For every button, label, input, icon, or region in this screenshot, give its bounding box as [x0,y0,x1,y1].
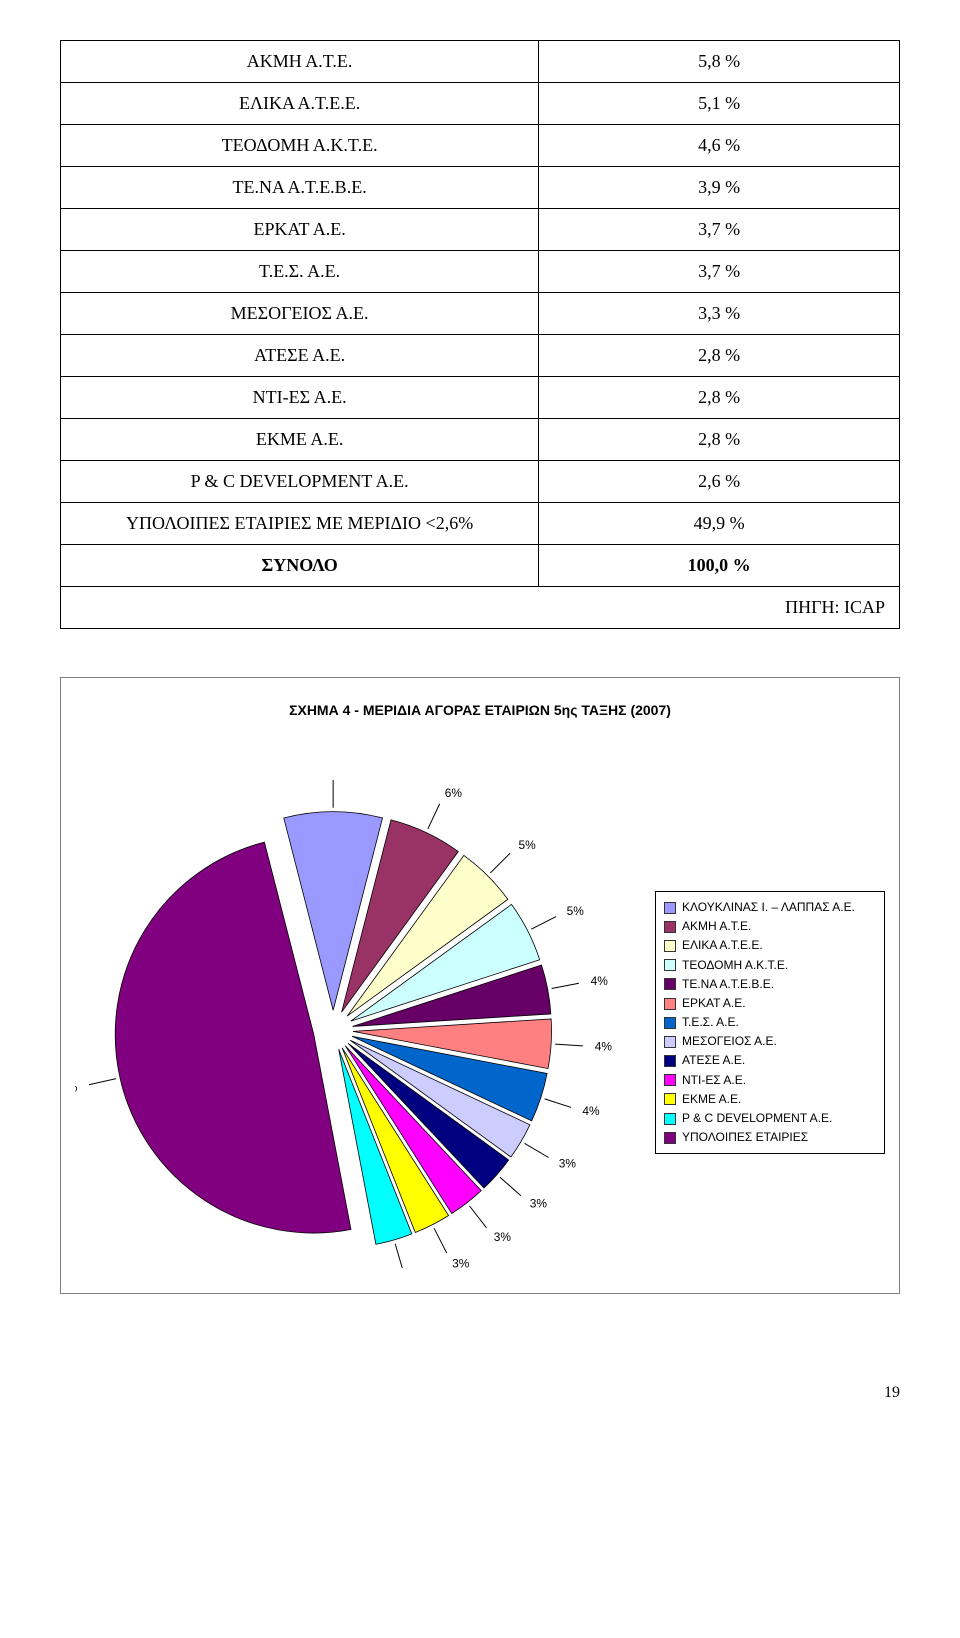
table-source-row: ΠΗΓΗ: ICAP [61,587,900,629]
legend-swatch [664,1055,676,1067]
company-name: ΝΤΙ-ΕΣ Α.Ε. [61,377,539,419]
legend-item: ΕΛΙΚΑ Α.Τ.Ε.Ε. [664,936,876,955]
legend-label: ΕΡΚΑΤ Α.Ε. [682,994,746,1013]
company-share: 3,9 % [539,167,900,209]
legend-swatch [664,978,676,990]
table-row: ΕΡΚΑΤ Α.Ε.3,7 % [61,209,900,251]
legend-label: ΑΚΜΗ Α.Τ.Ε. [682,917,751,936]
table-row: Τ.Ε.Σ. Α.Ε.3,7 % [61,251,900,293]
pie-slice-label: 5% [567,904,585,918]
pie-slice-label: 4% [591,974,609,988]
chart-legend: ΚΛΟΥΚΛΙΝΑΣ Ι. – ΛΑΠΠΑΣ Α.Ε.ΑΚΜΗ Α.Τ.Ε.ΕΛ… [655,891,885,1154]
legend-swatch [664,921,676,933]
table-source: ΠΗΓΗ: ICAP [61,587,900,629]
company-name: ΤΕ.ΝΑ Α.Τ.Ε.Β.Ε. [61,167,539,209]
legend-item: ΤΕ.ΝΑ Α.Τ.Ε.Β.Ε. [664,975,876,994]
legend-label: Τ.Ε.Σ. Α.Ε. [682,1013,739,1032]
company-share: 3,7 % [539,251,900,293]
pie-slice-label: 6% [445,786,463,800]
pie-slice-label: 5% [518,838,536,852]
company-share: 2,6 % [539,461,900,503]
table-row: ΤΕΟΔΟΜΗ Α.Κ.Τ.Ε.4,6 % [61,125,900,167]
company-name: P & C DEVELOPMENT A.E. [61,461,539,503]
table-row: ΑΚΜΗ Α.Τ.Ε.5,8 % [61,41,900,83]
legend-label: ΕΚΜΕ Α.Ε. [682,1090,741,1109]
legend-swatch [664,959,676,971]
table-row: ΕΚΜΕ Α.Ε.2,8 % [61,419,900,461]
table-row: ΤΕ.ΝΑ Α.Τ.Ε.Β.Ε.3,9 % [61,167,900,209]
legend-item: P & C DEVELOPMENT A.E. [664,1109,876,1128]
company-share: 2,8 % [539,335,900,377]
legend-item: ΥΠΟΛΟΙΠΕΣ ΕΤΑΙΡΙΕΣ [664,1128,876,1147]
company-share: 2,8 % [539,419,900,461]
legend-swatch [664,940,676,952]
legend-swatch [664,1017,676,1029]
legend-item: ΤΕΟΔΟΜΗ Α.Κ.Τ.Ε. [664,956,876,975]
legend-label: ΤΕΟΔΟΜΗ Α.Κ.Τ.Ε. [682,956,788,975]
legend-swatch [664,1074,676,1086]
table-row: ΜΕΣΟΓΕΙΟΣ Α.Ε.3,3 % [61,293,900,335]
legend-item: ΕΡΚΑΤ Α.Ε. [664,994,876,1013]
company-name: ΑΚΜΗ Α.Τ.Ε. [61,41,539,83]
pie-slice-label: 49% [75,1080,78,1094]
total-label: ΣΥΝΟΛΟ [61,545,539,587]
legend-item: ΜΕΣΟΓΕΙΟΣ Α.Ε. [664,1032,876,1051]
table-row: ΝΤΙ-ΕΣ Α.Ε.2,8 % [61,377,900,419]
company-name: ΕΛΙΚΑ Α.Τ.Ε.Ε. [61,83,539,125]
table-row: ΥΠΟΛΟΙΠΕΣ ΕΤΑΙΡΙΕΣ ΜΕ ΜΕΡΙΔΙΟ <2,6%49,9 … [61,503,900,545]
chart-panel: ΣΧΗΜΑ 4 - ΜΕΡΙΔΙΑ ΑΓΟΡΑΣ ΕΤΑΙΡΙΩΝ 5ης ΤΑ… [60,677,900,1294]
company-share: 4,6 % [539,125,900,167]
legend-label: P & C DEVELOPMENT A.E. [682,1109,832,1128]
company-share: 2,8 % [539,377,900,419]
company-share: 5,1 % [539,83,900,125]
pie-slice-label: 3% [559,1157,577,1171]
legend-item: ΚΛΟΥΚΛΙΝΑΣ Ι. – ΛΑΠΠΑΣ Α.Ε. [664,898,876,917]
company-name: ΜΕΣΟΓΕΙΟΣ Α.Ε. [61,293,539,335]
company-name: ΕΚΜΕ Α.Ε. [61,419,539,461]
legend-swatch [664,1132,676,1144]
legend-item: ΝΤΙ-ΕΣ Α.Ε. [664,1071,876,1090]
market-share-table: ΑΚΜΗ Α.Τ.Ε.5,8 %ΕΛΙΚΑ Α.Τ.Ε.Ε.5,1 %ΤΕΟΔΟ… [60,40,900,629]
company-share: 5,8 % [539,41,900,83]
legend-swatch [664,1036,676,1048]
legend-label: ΑΤΕΣΕ Α.Ε. [682,1051,745,1070]
legend-item: ΑΤΕΣΕ Α.Ε. [664,1051,876,1070]
legend-item: Τ.Ε.Σ. Α.Ε. [664,1013,876,1032]
legend-swatch [664,998,676,1010]
pie-slice-label: 3% [530,1196,548,1210]
pie-slice-label: 3% [452,1257,470,1269]
company-name: ΤΕΟΔΟΜΗ Α.Κ.Τ.Ε. [61,125,539,167]
table-row: P & C DEVELOPMENT A.E.2,6 % [61,461,900,503]
company-share: 3,3 % [539,293,900,335]
pie-chart: 8%6%5%5%4%4%4%3%3%3%3%3%49% [75,772,631,1273]
pie-slice-label: 3% [494,1230,512,1244]
table-total-row: ΣΥΝΟΛΟ100,0 % [61,545,900,587]
company-share: 3,7 % [539,209,900,251]
total-value: 100,0 % [539,545,900,587]
legend-swatch [664,1093,676,1105]
company-name: ΕΡΚΑΤ Α.Ε. [61,209,539,251]
legend-label: ΜΕΣΟΓΕΙΟΣ Α.Ε. [682,1032,777,1051]
table-row: ΕΛΙΚΑ Α.Τ.Ε.Ε.5,1 % [61,83,900,125]
chart-title: ΣΧΗΜΑ 4 - ΜΕΡΙΔΙΑ ΑΓΟΡΑΣ ΕΤΑΙΡΙΩΝ 5ης ΤΑ… [75,702,885,718]
page-number: 19 [60,1384,900,1402]
pie-slice-label: 8% [325,772,343,775]
legend-swatch [664,902,676,914]
legend-label: ΝΤΙ-ΕΣ Α.Ε. [682,1071,746,1090]
legend-item: ΑΚΜΗ Α.Τ.Ε. [664,917,876,936]
pie-slice-label: 4% [582,1104,600,1118]
legend-swatch [664,1113,676,1125]
legend-label: ΤΕ.ΝΑ Α.Τ.Ε.Β.Ε. [682,975,774,994]
legend-label: ΚΛΟΥΚΛΙΝΑΣ Ι. – ΛΑΠΠΑΣ Α.Ε. [682,898,855,917]
company-share: 49,9 % [539,503,900,545]
legend-item: ΕΚΜΕ Α.Ε. [664,1090,876,1109]
legend-label: ΥΠΟΛΟΙΠΕΣ ΕΤΑΙΡΙΕΣ [682,1128,808,1147]
company-name: ΑΤΕΣΕ Α.Ε. [61,335,539,377]
pie-slice-label: 4% [595,1040,613,1054]
company-name: ΥΠΟΛΟΙΠΕΣ ΕΤΑΙΡΙΕΣ ΜΕ ΜΕΡΙΔΙΟ <2,6% [61,503,539,545]
table-row: ΑΤΕΣΕ Α.Ε.2,8 % [61,335,900,377]
company-name: Τ.Ε.Σ. Α.Ε. [61,251,539,293]
legend-label: ΕΛΙΚΑ Α.Τ.Ε.Ε. [682,936,763,955]
